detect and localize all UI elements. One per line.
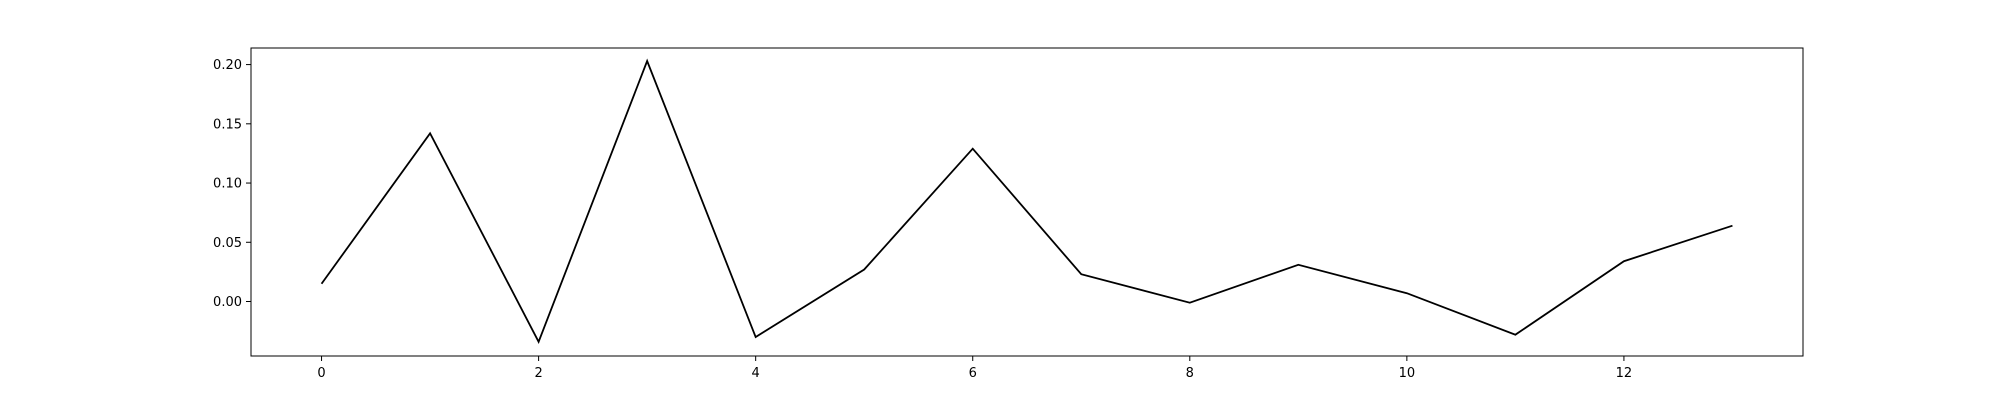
x-tick-label: 0 <box>317 366 325 381</box>
y-tick-label: 0.10 <box>213 177 242 192</box>
y-tick-label: 0.05 <box>213 236 242 251</box>
y-tick-label: 0.20 <box>213 58 242 73</box>
series-group <box>320 58 1733 344</box>
x-axis: 0 2 4 6 8 10 12 <box>317 356 1632 381</box>
x-tick-label: 12 <box>1616 366 1633 381</box>
y-tick-label: 0.15 <box>213 117 242 132</box>
y-axis: 0.00 0.05 0.10 0.15 0.20 <box>213 58 251 310</box>
x-tick-label: 8 <box>1186 366 1194 381</box>
x-tick-label: 2 <box>534 366 542 381</box>
plot-frame <box>250 47 1804 357</box>
x-tick-label: 6 <box>969 366 977 381</box>
x-tick-label: 4 <box>752 366 760 381</box>
y-tick-label: 0.00 <box>213 295 242 310</box>
series-line <box>320 58 1733 344</box>
x-tick-label: 10 <box>1399 366 1416 381</box>
